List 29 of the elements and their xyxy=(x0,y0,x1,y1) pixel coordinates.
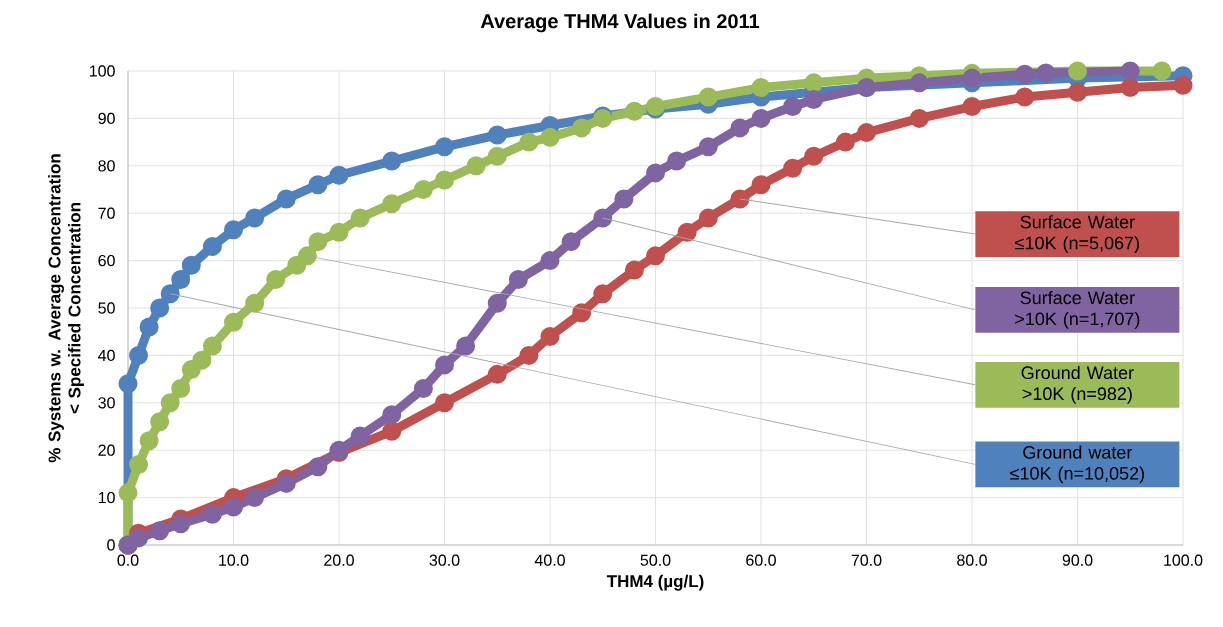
x-tick-label: 100.0 xyxy=(1164,554,1203,566)
text: Ground Water >10K (n=982) xyxy=(1021,365,1134,404)
y-tick-label: 80 xyxy=(98,160,115,172)
x-tick-label: 20.0 xyxy=(324,554,354,566)
x-axis-title: THM4 (µg/L) xyxy=(606,574,704,591)
x-tick-label: 40.0 xyxy=(534,554,565,566)
y-axis-title: % Systems w. Average Concentration < Specified Concentration xyxy=(48,154,84,463)
y-tick-label: 30 xyxy=(98,397,115,409)
y-tick-label: 70 xyxy=(98,207,115,219)
x-tick-label: 0.0 xyxy=(117,554,139,566)
x-tick-label: 80.0 xyxy=(957,554,987,566)
x-tick-label: 90.0 xyxy=(1062,554,1093,566)
y-tick-label: 10 xyxy=(98,491,115,504)
text: Surface Water >10K (n=1,707) xyxy=(1015,291,1140,329)
x-tick-label: 70.0 xyxy=(851,554,882,566)
chart-title: Average THM4 Values in 2011 xyxy=(480,13,760,33)
y-tick-label: 60 xyxy=(98,254,115,267)
y-tick-label: 90 xyxy=(98,112,115,125)
x-tick-label: 30.0 xyxy=(429,554,460,566)
y-tick-label: 40 xyxy=(98,349,115,362)
y-tick-label: 0 xyxy=(107,539,115,551)
y-tick-label: 50 xyxy=(98,302,115,314)
x-tick-label: 10.0 xyxy=(219,554,249,566)
text: Surface Water ≤10K (n=5,067) xyxy=(1015,215,1139,253)
x-tick-label: 60.0 xyxy=(746,554,776,566)
y-tick-label: 100 xyxy=(90,65,115,77)
text: Ground water ≤10K (n=10,052) xyxy=(1010,445,1144,484)
x-tick-label: 50.0 xyxy=(640,554,671,566)
y-tick-label: 20 xyxy=(98,444,115,456)
